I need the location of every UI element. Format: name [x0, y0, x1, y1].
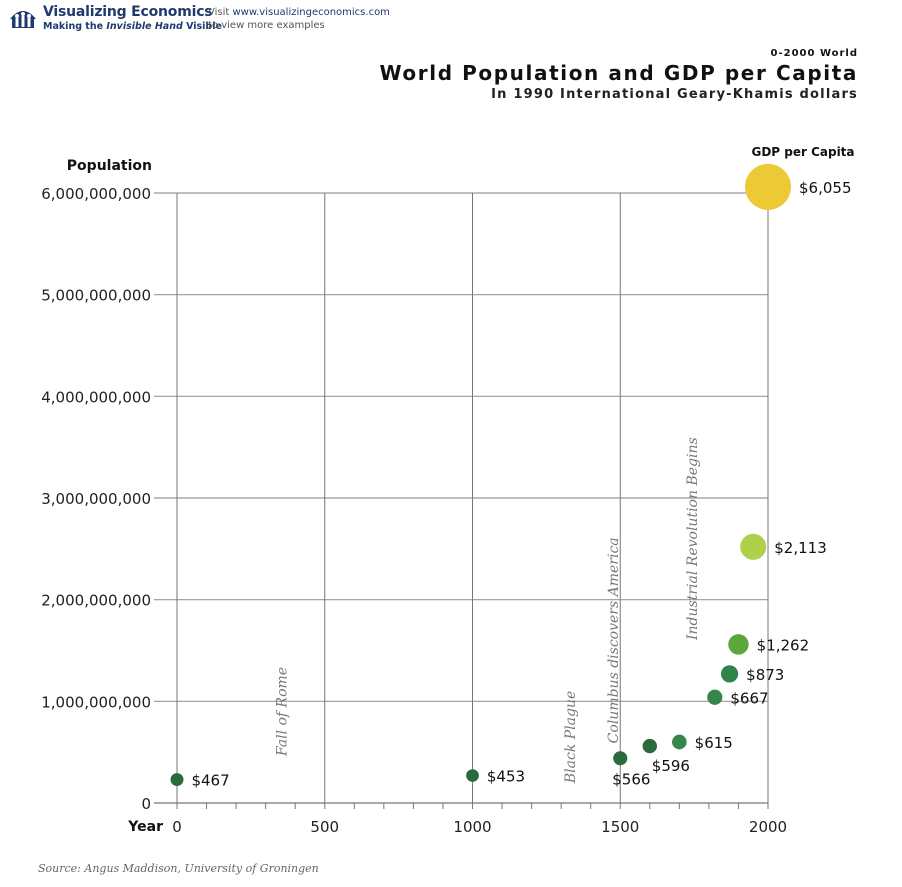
x-tick-label: 500	[310, 818, 339, 836]
data-label: $1,262	[757, 636, 810, 654]
data-point	[728, 634, 749, 655]
visit-text: Visit www.visualizingeconomics.com	[208, 7, 390, 18]
data-label: $566	[612, 770, 650, 788]
x-tick-label: 1000	[453, 818, 491, 836]
annotations: Fall of Rome Black Plague Columbus discove…	[274, 437, 701, 784]
data-label: $6,055	[799, 179, 852, 197]
data-point	[466, 769, 479, 782]
x-axis-label: Year	[127, 819, 163, 835]
visit-url-link[interactable]: www.visualizingeconomics.com	[232, 7, 390, 18]
data-points: $467 $453 $566$596 $615 $667 $873 $1,262 $2,113…	[170, 163, 852, 790]
site-header: Visualizing Economics Making the Invisib…	[0, 0, 902, 40]
tagline-post: Visible	[182, 21, 222, 32]
chart-title: World Population and GDP per Capita	[379, 61, 858, 85]
data-point	[672, 734, 687, 750]
data-label: $615	[695, 734, 733, 752]
data-label: $467	[191, 772, 229, 790]
y-tick-label: 1,000,000,000	[41, 693, 151, 711]
data-point	[745, 163, 791, 210]
people-house-icon	[10, 11, 36, 28]
brand-tagline: Making the Invisible Hand Visible	[43, 21, 222, 32]
axes: 0 1,000,000,000 2,000,000,000 3,000,000,000…	[41, 185, 787, 836]
event-annotation: Columbus discovers America	[606, 537, 622, 743]
data-point	[170, 773, 184, 787]
tagline-pre: Making the	[43, 21, 107, 32]
data-label: $596	[652, 757, 690, 775]
y-tick-label: 6,000,000,000	[41, 185, 151, 203]
chart-title-block: 0-2000 World World Population and GDP pe…	[379, 48, 858, 103]
data-point	[707, 689, 723, 705]
data-label: $453	[487, 768, 525, 786]
chart-super-title: 0-2000 World	[770, 48, 858, 59]
visit-text-line2: to view more examples	[208, 20, 325, 31]
x-tick-label: 0	[172, 818, 182, 836]
data-label: $667	[730, 689, 768, 707]
grid	[154, 192, 769, 803]
brand-title: Visualizing Economics	[43, 4, 213, 20]
data-label: $2,113	[774, 539, 827, 557]
data-label: $873	[746, 666, 784, 684]
y-tick-label: 0	[141, 795, 151, 813]
y-tick-label: 5,000,000,000	[41, 287, 151, 305]
data-point	[720, 665, 739, 683]
event-annotation: Fall of Rome	[274, 667, 290, 757]
event-annotation: Industrial Revolution Begins	[685, 437, 701, 641]
chart-subtitle: In 1990 International Geary-Khamis dolla…	[491, 87, 858, 102]
visit-prefix: Visit	[208, 7, 233, 18]
y-tick-label: 2,000,000,000	[41, 592, 151, 610]
y-axis-label: Population	[67, 158, 152, 174]
x-tick-label: 2000	[749, 818, 787, 836]
y-tick-label: 3,000,000,000	[41, 490, 151, 508]
event-annotation: Black Plague	[563, 691, 579, 784]
x-tick-label: 1500	[601, 818, 639, 836]
size-legend-label: GDP per Capita	[751, 145, 854, 159]
y-tick-label: 4,000,000,000	[41, 388, 151, 406]
data-point	[613, 751, 628, 766]
data-point	[740, 533, 767, 560]
tagline-emphasis: Invisible Hand	[106, 21, 183, 32]
source-note: Source: Angus Maddison, University of Gr…	[38, 862, 319, 875]
data-point	[642, 738, 658, 754]
